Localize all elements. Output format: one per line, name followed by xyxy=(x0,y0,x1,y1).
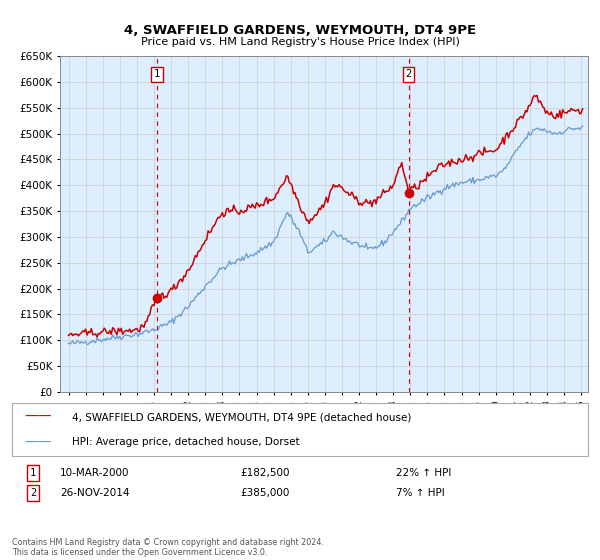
Text: ——: —— xyxy=(24,410,52,424)
Text: 1: 1 xyxy=(30,468,36,478)
Text: Contains HM Land Registry data © Crown copyright and database right 2024.
This d: Contains HM Land Registry data © Crown c… xyxy=(12,538,324,557)
Text: 4, SWAFFIELD GARDENS, WEYMOUTH, DT4 9PE: 4, SWAFFIELD GARDENS, WEYMOUTH, DT4 9PE xyxy=(124,24,476,38)
Text: ——: —— xyxy=(24,436,52,449)
Text: £182,500: £182,500 xyxy=(240,468,290,478)
Text: 1: 1 xyxy=(154,69,160,80)
Text: 10-MAR-2000: 10-MAR-2000 xyxy=(60,468,130,478)
Text: HPI: Average price, detached house, Dorset: HPI: Average price, detached house, Dors… xyxy=(72,437,299,447)
Text: 4, SWAFFIELD GARDENS, WEYMOUTH, DT4 9PE (detached house): 4, SWAFFIELD GARDENS, WEYMOUTH, DT4 9PE … xyxy=(72,412,412,422)
Text: 2: 2 xyxy=(30,488,36,498)
Text: 26-NOV-2014: 26-NOV-2014 xyxy=(60,488,130,498)
Text: £385,000: £385,000 xyxy=(240,488,289,498)
Text: Price paid vs. HM Land Registry's House Price Index (HPI): Price paid vs. HM Land Registry's House … xyxy=(140,37,460,47)
Text: 22% ↑ HPI: 22% ↑ HPI xyxy=(396,468,451,478)
Text: 7% ↑ HPI: 7% ↑ HPI xyxy=(396,488,445,498)
Text: 2: 2 xyxy=(406,69,412,80)
